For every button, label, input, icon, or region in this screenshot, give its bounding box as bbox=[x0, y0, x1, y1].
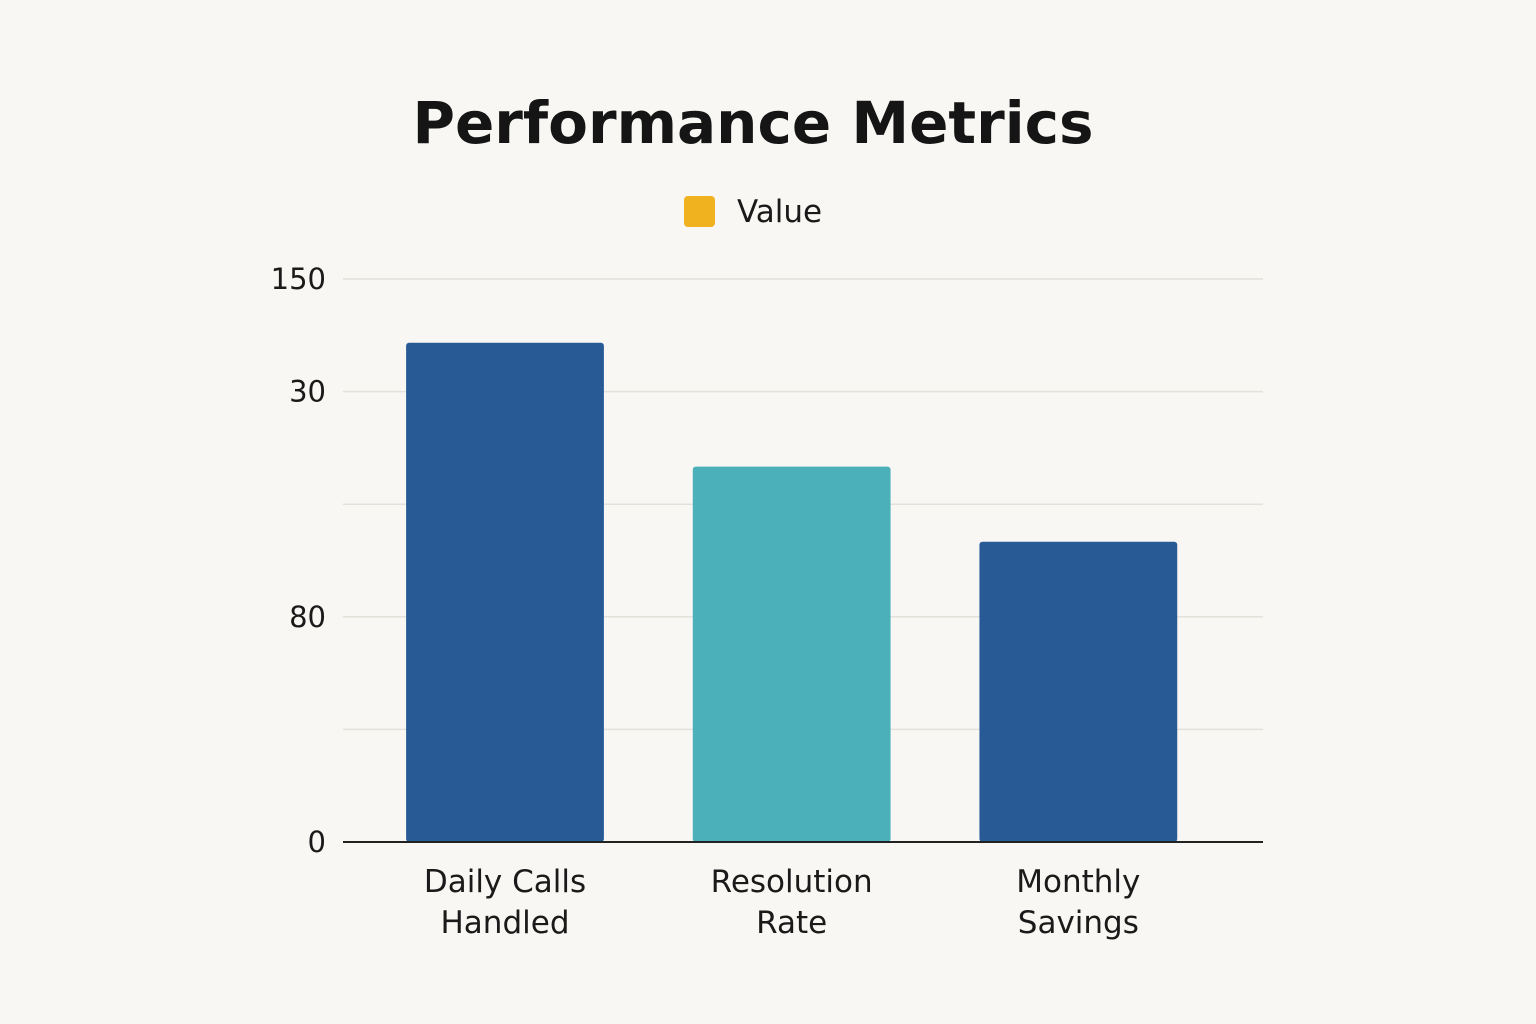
x-tick-label: Handled bbox=[441, 905, 570, 941]
y-axis-ticks: 0 80 30 150 bbox=[271, 262, 326, 859]
y-tick-label: 150 bbox=[271, 262, 326, 296]
y-tick-label: 80 bbox=[289, 600, 326, 634]
bar bbox=[979, 541, 1178, 842]
y-tick-label: 30 bbox=[289, 375, 326, 409]
legend-label: Value bbox=[737, 194, 822, 230]
x-axis-labels: Daily Calls Handled Resolution Rate Monthly S… bbox=[424, 864, 1141, 941]
y-tick-label: 0 bbox=[308, 825, 326, 859]
x-tick-label: Rate bbox=[756, 905, 827, 941]
chart-title: Performance Metrics bbox=[412, 89, 1093, 157]
bar bbox=[406, 342, 604, 842]
x-tick-label: Monthly bbox=[1016, 864, 1140, 900]
bar bbox=[692, 466, 891, 842]
legend-swatch bbox=[684, 196, 715, 227]
x-tick-label: Resolution bbox=[711, 864, 873, 900]
legend: Value bbox=[684, 194, 822, 230]
x-tick-label: Daily Calls bbox=[424, 864, 586, 900]
bars bbox=[406, 342, 1178, 842]
x-tick-label: Savings bbox=[1018, 905, 1139, 941]
